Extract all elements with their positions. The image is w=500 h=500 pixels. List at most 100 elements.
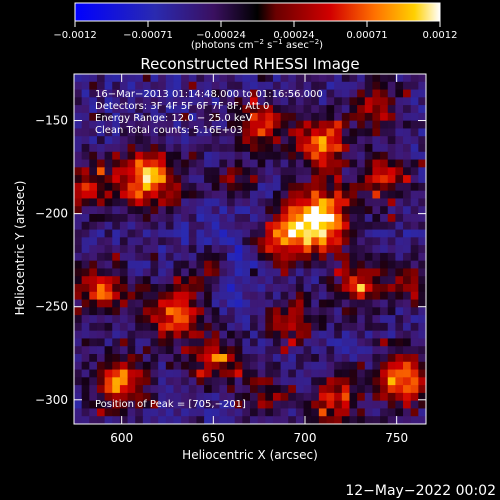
heatmap-cell — [265, 361, 274, 371]
heatmap-cell — [211, 307, 220, 316]
heatmap-cell — [403, 221, 412, 231]
heatmap-cell — [158, 221, 167, 231]
heatmap-cell — [165, 229, 175, 238]
heatmap-cell — [219, 322, 228, 332]
heatmap-cell — [326, 159, 335, 168]
heatmap-cell — [372, 307, 381, 316]
heatmap-cell — [395, 354, 404, 363]
heatmap-cell — [112, 167, 121, 176]
heatmap-cell — [242, 354, 251, 363]
heatmap-cell — [158, 112, 167, 122]
heatmap-cell — [265, 377, 274, 386]
heatmap-cell — [142, 136, 152, 145]
heatmap-cell — [81, 206, 90, 215]
heatmap-cell — [181, 346, 190, 355]
heatmap-cell — [242, 112, 251, 122]
heatmap-cell — [265, 346, 274, 355]
heatmap-cell — [311, 361, 320, 371]
heatmap-cell — [257, 81, 266, 91]
heatmap-cell — [112, 198, 121, 207]
heatmap-cell — [150, 330, 159, 340]
heatmap-cell — [165, 299, 175, 308]
heatmap-cell — [142, 175, 152, 184]
heatmap-cell — [227, 214, 236, 223]
heatmap-cell — [242, 81, 251, 91]
heatmap-cell — [372, 245, 381, 254]
heatmap-cell — [303, 128, 312, 137]
heatmap-cell — [280, 198, 289, 207]
heatmap-cell — [234, 167, 243, 176]
heatmap-cell — [250, 74, 259, 83]
heatmap-cell — [403, 284, 412, 293]
heatmap-cell — [403, 346, 412, 355]
heatmap-cell — [81, 105, 90, 114]
heatmap-cell — [89, 136, 98, 145]
heatmap-cell — [242, 291, 251, 301]
heatmap-cell — [364, 74, 374, 83]
heatmap-cell — [380, 252, 389, 262]
heatmap-cell — [295, 97, 305, 106]
heatmap-cell — [410, 338, 419, 347]
heatmap-cell — [127, 167, 136, 176]
heatmap-cell — [219, 120, 228, 130]
heatmap-cell — [288, 299, 297, 308]
heatmap-cell — [410, 105, 419, 114]
heatmap-cell — [74, 408, 83, 417]
heatmap-cell — [250, 385, 259, 394]
heatmap-cell — [219, 276, 228, 285]
heatmap-cell — [380, 81, 389, 91]
heatmap-cell — [341, 377, 351, 386]
heatmap-cell — [272, 338, 282, 347]
heatmap-cell — [311, 190, 320, 200]
heatmap-cell — [326, 151, 335, 161]
heatmap-cell — [188, 408, 198, 417]
heatmap-cell — [295, 392, 305, 402]
heatmap-cell — [303, 291, 312, 301]
heatmap-cell — [364, 408, 374, 417]
heatmap-cell — [173, 330, 182, 340]
heatmap-cell — [242, 369, 251, 378]
heatmap-cell — [142, 214, 152, 223]
heatmap-cell — [334, 322, 343, 332]
heatmap-cell — [173, 198, 182, 207]
heatmap-cell — [227, 315, 236, 324]
heatmap-cell — [204, 112, 213, 122]
heatmap-cell — [410, 322, 419, 332]
heatmap-cell — [349, 245, 358, 254]
heatmap-cell — [135, 81, 144, 91]
heatmap-cell — [135, 144, 144, 153]
heatmap-cell — [135, 260, 144, 270]
heatmap-cell — [158, 322, 167, 332]
heatmap-cell — [349, 214, 358, 223]
heatmap-cell — [188, 322, 198, 332]
heatmap-cell — [334, 400, 343, 410]
heatmap-cell — [181, 276, 190, 285]
heatmap-cell — [104, 252, 113, 262]
heatmap-cell — [318, 369, 328, 378]
heatmap-cell — [295, 112, 305, 122]
heatmap-cell — [158, 260, 167, 270]
heatmap-cell — [204, 291, 213, 301]
heatmap-cell — [311, 144, 320, 153]
heatmap-cell — [227, 354, 236, 363]
heatmap-cell — [74, 276, 83, 285]
heatmap-cell — [265, 89, 274, 98]
heatmap-cell — [188, 268, 198, 277]
heatmap-cell — [234, 182, 243, 192]
heatmap-cell — [196, 315, 205, 324]
heatmap-cell — [295, 291, 305, 301]
heatmap-cell — [219, 299, 228, 308]
heatmap-cell — [380, 245, 389, 254]
heatmap-cell — [357, 400, 366, 410]
heatmap-cell — [410, 284, 419, 293]
heatmap-cell — [96, 97, 106, 106]
heatmap-cell — [204, 252, 213, 262]
heatmap-cell — [326, 408, 335, 417]
heatmap-cell — [403, 190, 412, 200]
colorbar — [74, 2, 441, 22]
heatmap-cell — [410, 229, 419, 238]
heatmap-cell — [380, 330, 389, 340]
heatmap-cell — [119, 214, 129, 223]
heatmap-cell — [74, 229, 83, 238]
heatmap-cell — [250, 338, 259, 347]
